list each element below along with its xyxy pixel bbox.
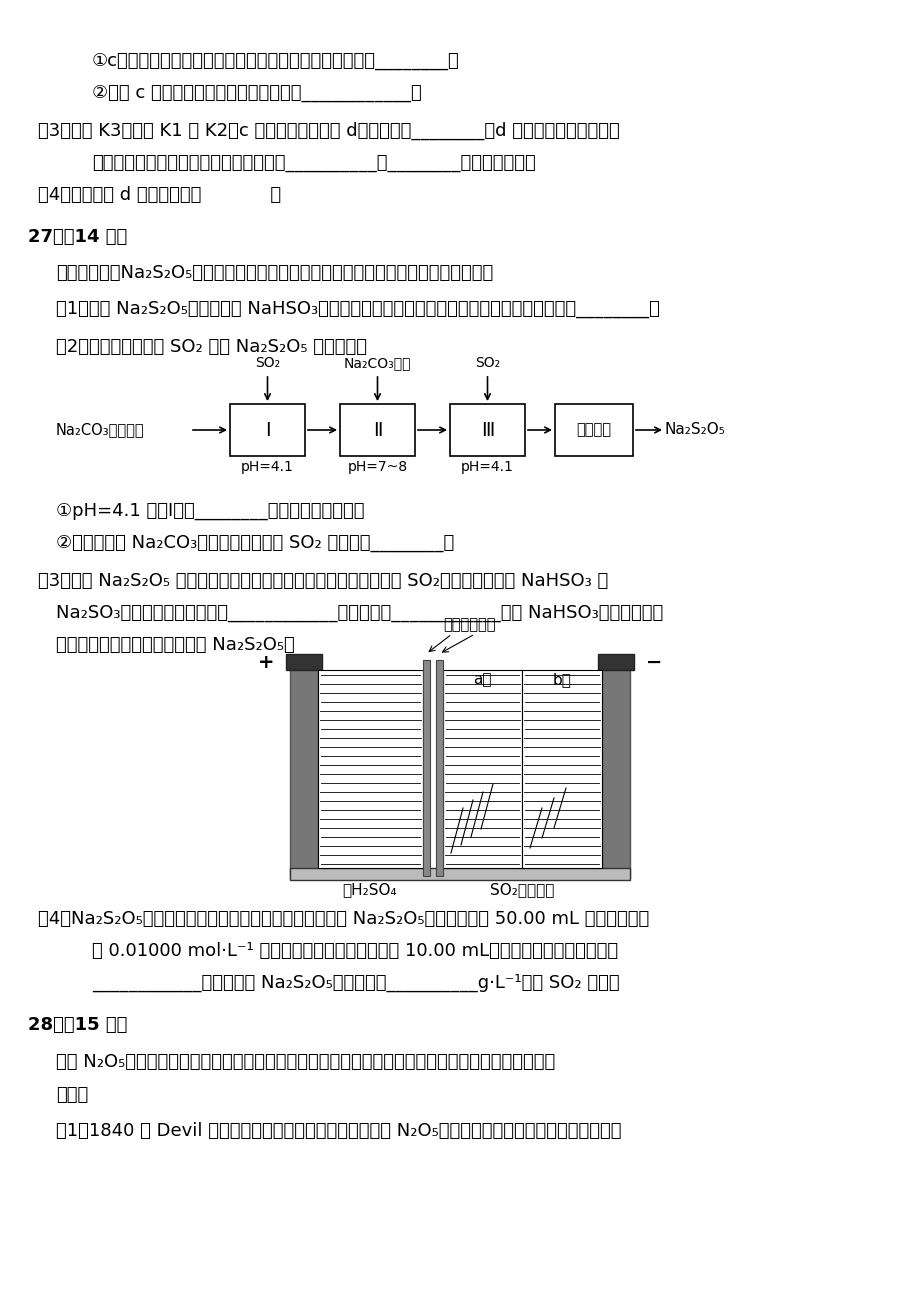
Text: pH=4.1: pH=4.1 xyxy=(241,460,293,474)
Text: 用 0.01000 mol·L⁻¹ 的碘标准液滴定至终点，消耗 10.00 mL。滴定反应的离子方程式为: 用 0.01000 mol·L⁻¹ 的碘标准液滴定至终点，消耗 10.00 mL… xyxy=(92,943,618,960)
Text: Na₂S₂O₅: Na₂S₂O₅ xyxy=(664,423,725,437)
Text: SO₂: SO₂ xyxy=(474,355,500,370)
Text: ②工艺中加入 Na₂CO₃固体、并再次充入 SO₂ 的目的是________。: ②工艺中加入 Na₂CO₃固体、并再次充入 SO₂ 的目的是________。 xyxy=(56,534,454,552)
Bar xyxy=(340,404,414,456)
Text: SO₂碱吸收液: SO₂碱吸收液 xyxy=(489,881,553,897)
Text: 稀H₂SO₄: 稀H₂SO₄ xyxy=(342,881,397,897)
Bar xyxy=(289,658,318,878)
Bar xyxy=(286,654,322,671)
Bar xyxy=(597,654,633,671)
Text: （2）利用烟道气中的 SO₂ 生产 Na₂S₂O₅ 的工艺为：: （2）利用烟道气中的 SO₂ 生产 Na₂S₂O₅ 的工艺为： xyxy=(56,339,367,355)
Text: ____________，该样品中 Na₂S₂O₅的残留量为__________g·L⁻¹（以 SO₂ 计）。: ____________，该样品中 Na₂S₂O₅的残留量为__________… xyxy=(92,974,619,992)
Text: b室: b室 xyxy=(552,672,571,687)
Text: （1）1840 年 Devil 用干燥的氯气通过干燥的硝酸银，得到 N₂O₅，该反应的氧化产物是一种气体，其分: （1）1840 年 Devil 用干燥的氯气通过干燥的硝酸银，得到 N₂O₅，该… xyxy=(56,1122,621,1141)
Text: ①pH=4.1 时，Ⅰ中为________溶液（写化学式）。: ①pH=4.1 时，Ⅰ中为________溶液（写化学式）。 xyxy=(56,503,364,519)
Text: （1）生产 Na₂S₂O₅，通常是由 NaHSO₃过饱和溶液经结晶脱水制得。写出该过程的化学方程式________。: （1）生产 Na₂S₂O₅，通常是由 NaHSO₃过饱和溶液经结晶脱水制得。写出… xyxy=(56,299,659,318)
Text: （3）制备 Na₂S₂O₅ 也可采用三室膜电解技术，装置如图所示，其中 SO₂碱吸收液中含有 NaHSO₃ 和: （3）制备 Na₂S₂O₅ 也可采用三室膜电解技术，装置如图所示，其中 SO₂碱… xyxy=(38,572,607,590)
Text: 27．（14 分）: 27．（14 分） xyxy=(28,228,127,246)
Text: （4）指出装置 d 可能存在的缺            。: （4）指出装置 d 可能存在的缺 。 xyxy=(38,186,281,204)
Text: 该室溶液进行结晶脱水，可得到 Na₂S₂O₅。: 该室溶液进行结晶脱水，可得到 Na₂S₂O₅。 xyxy=(56,635,294,654)
Bar xyxy=(554,404,632,456)
Bar xyxy=(443,671,521,868)
Text: 结晶脱水: 结晶脱水 xyxy=(576,423,611,437)
Bar xyxy=(423,660,429,876)
Bar xyxy=(230,404,305,456)
Text: Na₂CO₃饱和溶液: Na₂CO₃饱和溶液 xyxy=(56,423,144,437)
Bar xyxy=(521,671,601,868)
Text: −: − xyxy=(645,652,662,672)
Text: Ⅲ: Ⅲ xyxy=(481,421,494,440)
Text: Ⅰ: Ⅰ xyxy=(265,421,270,440)
Text: Na₂CO₃固体: Na₂CO₃固体 xyxy=(344,355,411,370)
Bar xyxy=(318,671,423,868)
Bar xyxy=(289,868,630,880)
Text: +: + xyxy=(257,652,274,672)
Text: a室: a室 xyxy=(472,672,491,687)
Text: 28．（15 分）: 28．（15 分） xyxy=(28,1016,127,1034)
Text: pH=4.1: pH=4.1 xyxy=(460,460,514,474)
Text: 阳离子交换膜: 阳离子交换膜 xyxy=(443,617,495,631)
Text: ①c中溶液由绿色逐渐变为亮蓝色，该反应的离子方程式为________。: ①c中溶液由绿色逐渐变为亮蓝色，该反应的离子方程式为________。 xyxy=(92,52,460,70)
Text: 采用 N₂O₅为硝化剂是一种新型的绿色硝化技术，在含能材料、医药等工业中得到广泛应用，回答下列: 采用 N₂O₅为硝化剂是一种新型的绿色硝化技术，在含能材料、医药等工业中得到广泛… xyxy=(56,1053,555,1072)
Text: （3）打开 K3，关闭 K1 和 K2。c 中亮蓝色溶液流入 d，其原因是________；d 中析出砖红色沉淀，为: （3）打开 K3，关闭 K1 和 K2。c 中亮蓝色溶液流入 d，其原因是___… xyxy=(38,122,619,141)
Text: pH=7~8: pH=7~8 xyxy=(347,460,407,474)
Text: SO₂: SO₂ xyxy=(255,355,279,370)
Text: Ⅱ: Ⅱ xyxy=(372,421,381,440)
Text: 问题：: 问题： xyxy=(56,1086,88,1104)
Text: 使沉淀充分析出并分离，需采用的操作是__________、________、洗涤、干燥。: 使沉淀充分析出并分离，需采用的操作是__________、________、洗涤… xyxy=(92,154,535,172)
Bar xyxy=(449,404,525,456)
Text: 焦亚硫酸钠（Na₂S₂O₅）在医药、橡胶、印染、食品等方面应用广泛。回答下列问题：: 焦亚硫酸钠（Na₂S₂O₅）在医药、橡胶、印染、食品等方面应用广泛。回答下列问题… xyxy=(56,264,493,283)
Text: ②同时 c 中有气体产生，该气体的作用是____________。: ②同时 c 中有气体产生，该气体的作用是____________。 xyxy=(92,85,421,102)
Text: （4）Na₂S₂O₅可用作食品的抗氧化剂。在测定某葡萄酒中 Na₂S₂O₅残留量时，取 50.00 mL 葡萄酒样品，: （4）Na₂S₂O₅可用作食品的抗氧化剂。在测定某葡萄酒中 Na₂S₂O₅残留量… xyxy=(38,910,649,928)
Text: Na₂SO₃。阳极的电极反应式为____________。电解后，____________室的 NaHSO₃浓度增加。将: Na₂SO₃。阳极的电极反应式为____________。电解后，_______… xyxy=(56,604,663,622)
Bar xyxy=(601,658,630,878)
Bar xyxy=(436,660,443,876)
